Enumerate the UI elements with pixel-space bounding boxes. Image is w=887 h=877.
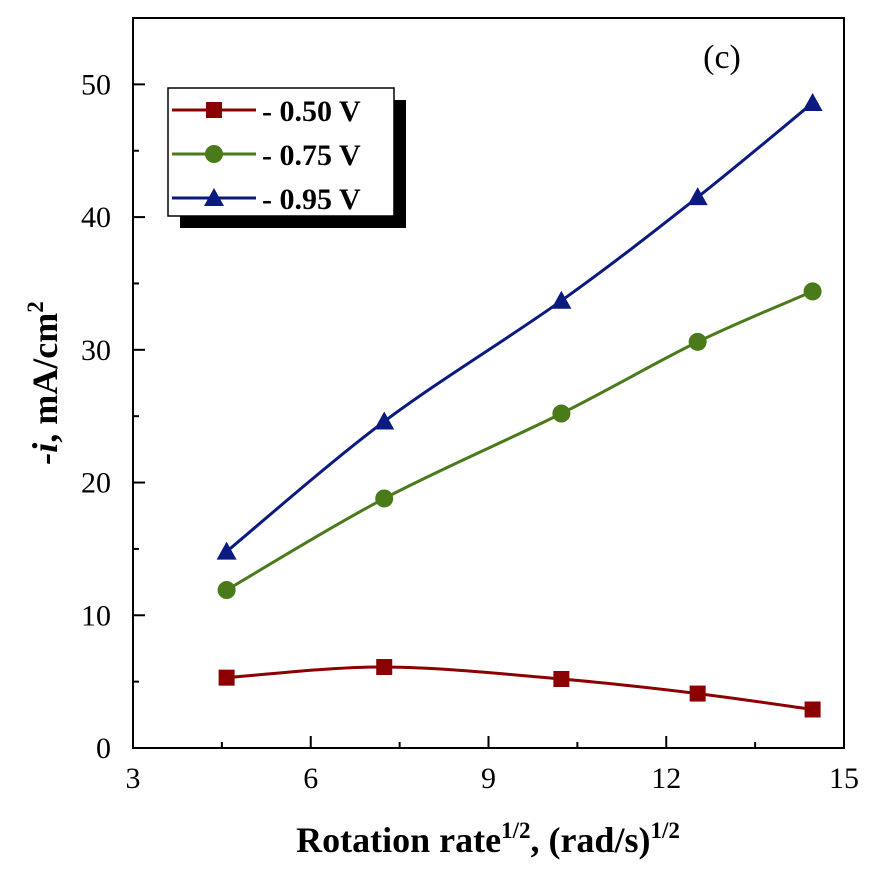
x-tick-label-0: 3 bbox=[126, 762, 141, 795]
data-point-s1-1 bbox=[375, 489, 394, 508]
data-point-s2-4 bbox=[802, 92, 823, 111]
x-axis-label: Rotation rate1/2, (rad/s)1/2 bbox=[296, 818, 680, 860]
data-point-s0-4 bbox=[804, 701, 821, 718]
y-tick-label-2: 20 bbox=[81, 467, 111, 500]
series-line-0 bbox=[226, 665, 813, 711]
legend-label-1: - 0.75 V bbox=[262, 139, 361, 172]
y-axis-label: -i, mA/cm2 bbox=[23, 301, 65, 464]
data-point-s1-4 bbox=[803, 282, 822, 301]
legend-marker-1 bbox=[205, 145, 223, 163]
x-tick-label-1: 6 bbox=[303, 762, 318, 795]
data-point-s0-2 bbox=[553, 670, 570, 687]
data-point-s0-1 bbox=[376, 659, 393, 676]
legend-label-2: - 0.95 V bbox=[262, 183, 361, 216]
panel-label: (c) bbox=[703, 39, 741, 76]
y-tick-label-3: 30 bbox=[81, 334, 111, 367]
x-tick-label-3: 12 bbox=[651, 762, 681, 795]
y-tick-label-4: 40 bbox=[81, 201, 111, 234]
data-point-s2-3 bbox=[687, 187, 708, 206]
x-tick-label-4: 15 bbox=[829, 762, 859, 795]
legend-label-0: - 0.50 V bbox=[262, 95, 361, 128]
data-point-s1-2 bbox=[552, 404, 571, 423]
data-point-s2-0 bbox=[216, 541, 237, 560]
y-tick-label-1: 10 bbox=[81, 599, 111, 632]
data-point-s1-3 bbox=[688, 332, 707, 351]
y-tick-label-0: 0 bbox=[96, 732, 111, 765]
data-point-s2-1 bbox=[374, 411, 395, 430]
y-tick-label-5: 50 bbox=[81, 68, 111, 101]
data-point-s0-3 bbox=[689, 685, 706, 702]
legend-marker-2 bbox=[204, 188, 224, 206]
x-tick-label-2: 9 bbox=[481, 762, 496, 795]
data-point-s2-2 bbox=[551, 290, 572, 309]
legend-marker-0 bbox=[206, 102, 222, 118]
data-point-s0-0 bbox=[218, 669, 235, 686]
series-line-1 bbox=[225, 290, 814, 592]
data-point-s1-0 bbox=[217, 581, 236, 600]
